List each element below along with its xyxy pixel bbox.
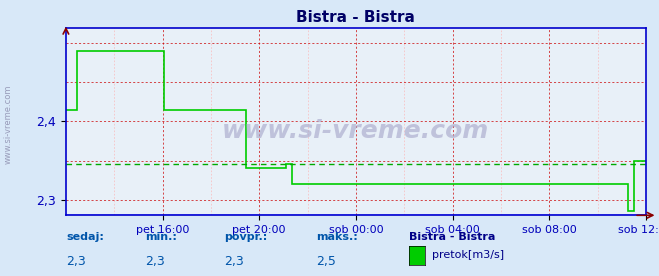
Text: 2,3: 2,3 — [224, 255, 244, 268]
Text: maks.:: maks.: — [316, 232, 358, 242]
Title: Bistra - Bistra: Bistra - Bistra — [297, 10, 415, 25]
Text: 2,5: 2,5 — [316, 255, 336, 268]
Text: www.si-vreme.com: www.si-vreme.com — [222, 119, 490, 143]
Text: 2,3: 2,3 — [145, 255, 165, 268]
Text: pretok[m3/s]: pretok[m3/s] — [432, 250, 503, 260]
Text: sedaj:: sedaj: — [66, 232, 103, 242]
Text: povpr.:: povpr.: — [224, 232, 268, 242]
Text: Bistra - Bistra: Bistra - Bistra — [409, 232, 495, 242]
Text: min.:: min.: — [145, 232, 177, 242]
Text: 2,3: 2,3 — [66, 255, 86, 268]
Text: www.si-vreme.com: www.si-vreme.com — [3, 84, 13, 164]
